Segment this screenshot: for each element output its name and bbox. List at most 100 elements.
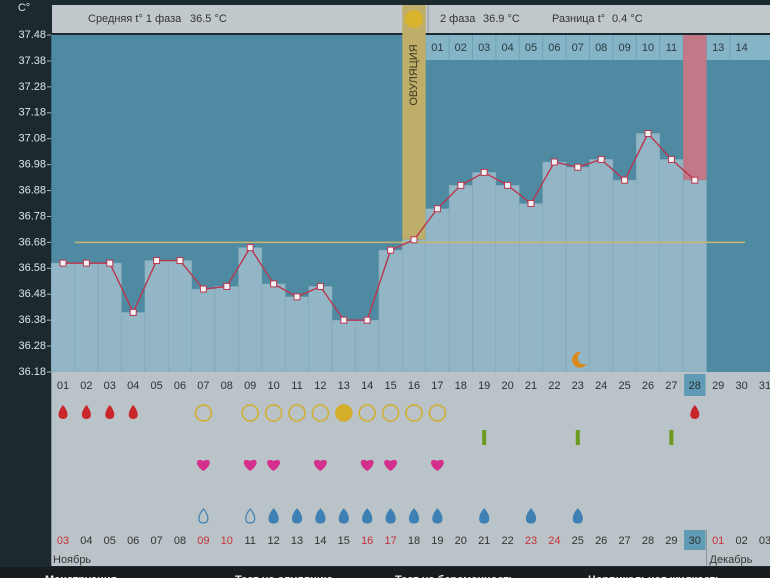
phase2-label: 2 фаза [440,13,476,25]
diff-label: Разница t° [552,13,605,25]
temperature-point [246,244,254,252]
heart-mark [384,459,398,471]
y-tick-label: 36.38 [18,314,46,326]
date: 06 [127,535,139,547]
phase2-strip [425,35,770,60]
cervical-mark [385,508,396,524]
y-tick-label: 36.48 [18,288,46,300]
menstruation-mark [128,405,138,419]
ovulation-dot [405,10,423,28]
cycle-day: 05 [150,380,162,392]
bar [285,296,309,373]
date: 27 [618,535,630,547]
menstruation-mark [105,405,115,419]
cycle-day: 23 [572,380,584,392]
date: 10 [221,535,233,547]
cycle-day: 04 [127,380,139,392]
heart-mark [196,459,210,471]
phase2-day: 14 [735,42,747,54]
date: 15 [338,535,350,547]
bar [519,203,543,373]
diff-value: 0.4 °C [612,13,643,25]
temperature-point [106,259,114,267]
date: 16 [361,535,373,547]
date: 13 [291,535,303,547]
phase1-value: 36.5 °C [190,13,227,25]
phase2-day: 08 [595,42,607,54]
ovulation-positive-mark [335,405,352,421]
today-box [684,530,706,550]
legend-item: Менструация [45,574,117,578]
y-tick-label: 37.28 [18,81,46,93]
phase2-value: 36.9 °C [483,13,520,25]
bar [214,286,239,373]
temperature-point [82,259,90,267]
date: 29 [665,535,677,547]
temperature-line [63,132,696,321]
temperature-point [59,259,67,267]
cycle-day: 06 [174,380,186,392]
bar [472,172,497,373]
cycle-day: 31 [759,380,770,392]
cervical-mark [408,508,420,524]
temperature-point [550,158,558,166]
ovulation-test-mark [241,404,259,422]
temperature-point [410,236,418,244]
cervical-mark [572,508,583,524]
temperature-point [293,293,301,301]
cycle-day: 28 [689,380,701,392]
cervical-mark [268,508,279,524]
heart-mark [313,459,327,471]
cervical-mark [315,508,326,524]
date: 17 [384,535,396,547]
heart-mark [360,459,374,471]
cervical-mark [245,508,256,524]
phase2-day: 05 [525,42,537,54]
month: Декабрь [710,554,753,566]
y-tick-label: 37.08 [18,133,46,145]
current-day-box [684,374,706,396]
cycle-day: 18 [455,380,467,392]
legend-item: Тест на беременность [395,574,516,578]
bar [425,208,450,373]
temperature-point [153,257,161,265]
cycle-day: 30 [735,380,747,392]
cycle-day: 29 [712,380,724,392]
cycle-day: 22 [548,380,560,392]
month: Ноябрь [53,554,91,566]
cervical-mark [291,508,303,524]
cycle-day: 11 [291,380,302,392]
bar [682,179,707,373]
bar [355,319,380,373]
phase2-day: 09 [618,42,630,54]
legend-strip [0,567,770,578]
cycle-day: 16 [408,380,420,392]
temperature-point [527,200,535,207]
phase2-day: 10 [642,42,654,54]
phase2-day: 03 [478,42,490,54]
ovulation-test-mark [381,404,400,422]
cycle-day: 21 [525,380,537,392]
temperature-point [597,155,605,163]
date: 30 [689,535,701,547]
cycle-day: 24 [595,380,607,392]
date: 12 [267,535,279,547]
bar [448,185,473,373]
phase2-day: 13 [712,42,724,54]
y-tick-label: 37.48 [18,29,46,41]
cycle-day: 03 [104,380,116,392]
cycle-day: 02 [80,380,92,392]
temperature-point [504,181,512,189]
y-tick-label: 36.78 [18,210,46,222]
temperature-point [433,205,441,213]
cervical-mark [432,508,443,524]
y-tick-label: 36.88 [18,184,46,196]
cycle-day: 25 [618,380,630,392]
date: 03 [759,535,770,547]
date: 22 [501,535,513,547]
legend-item: Цервикальная жидкость [588,574,722,578]
lower-panel [51,372,770,566]
bar [238,247,263,373]
phase2-day: 01 [431,42,443,54]
